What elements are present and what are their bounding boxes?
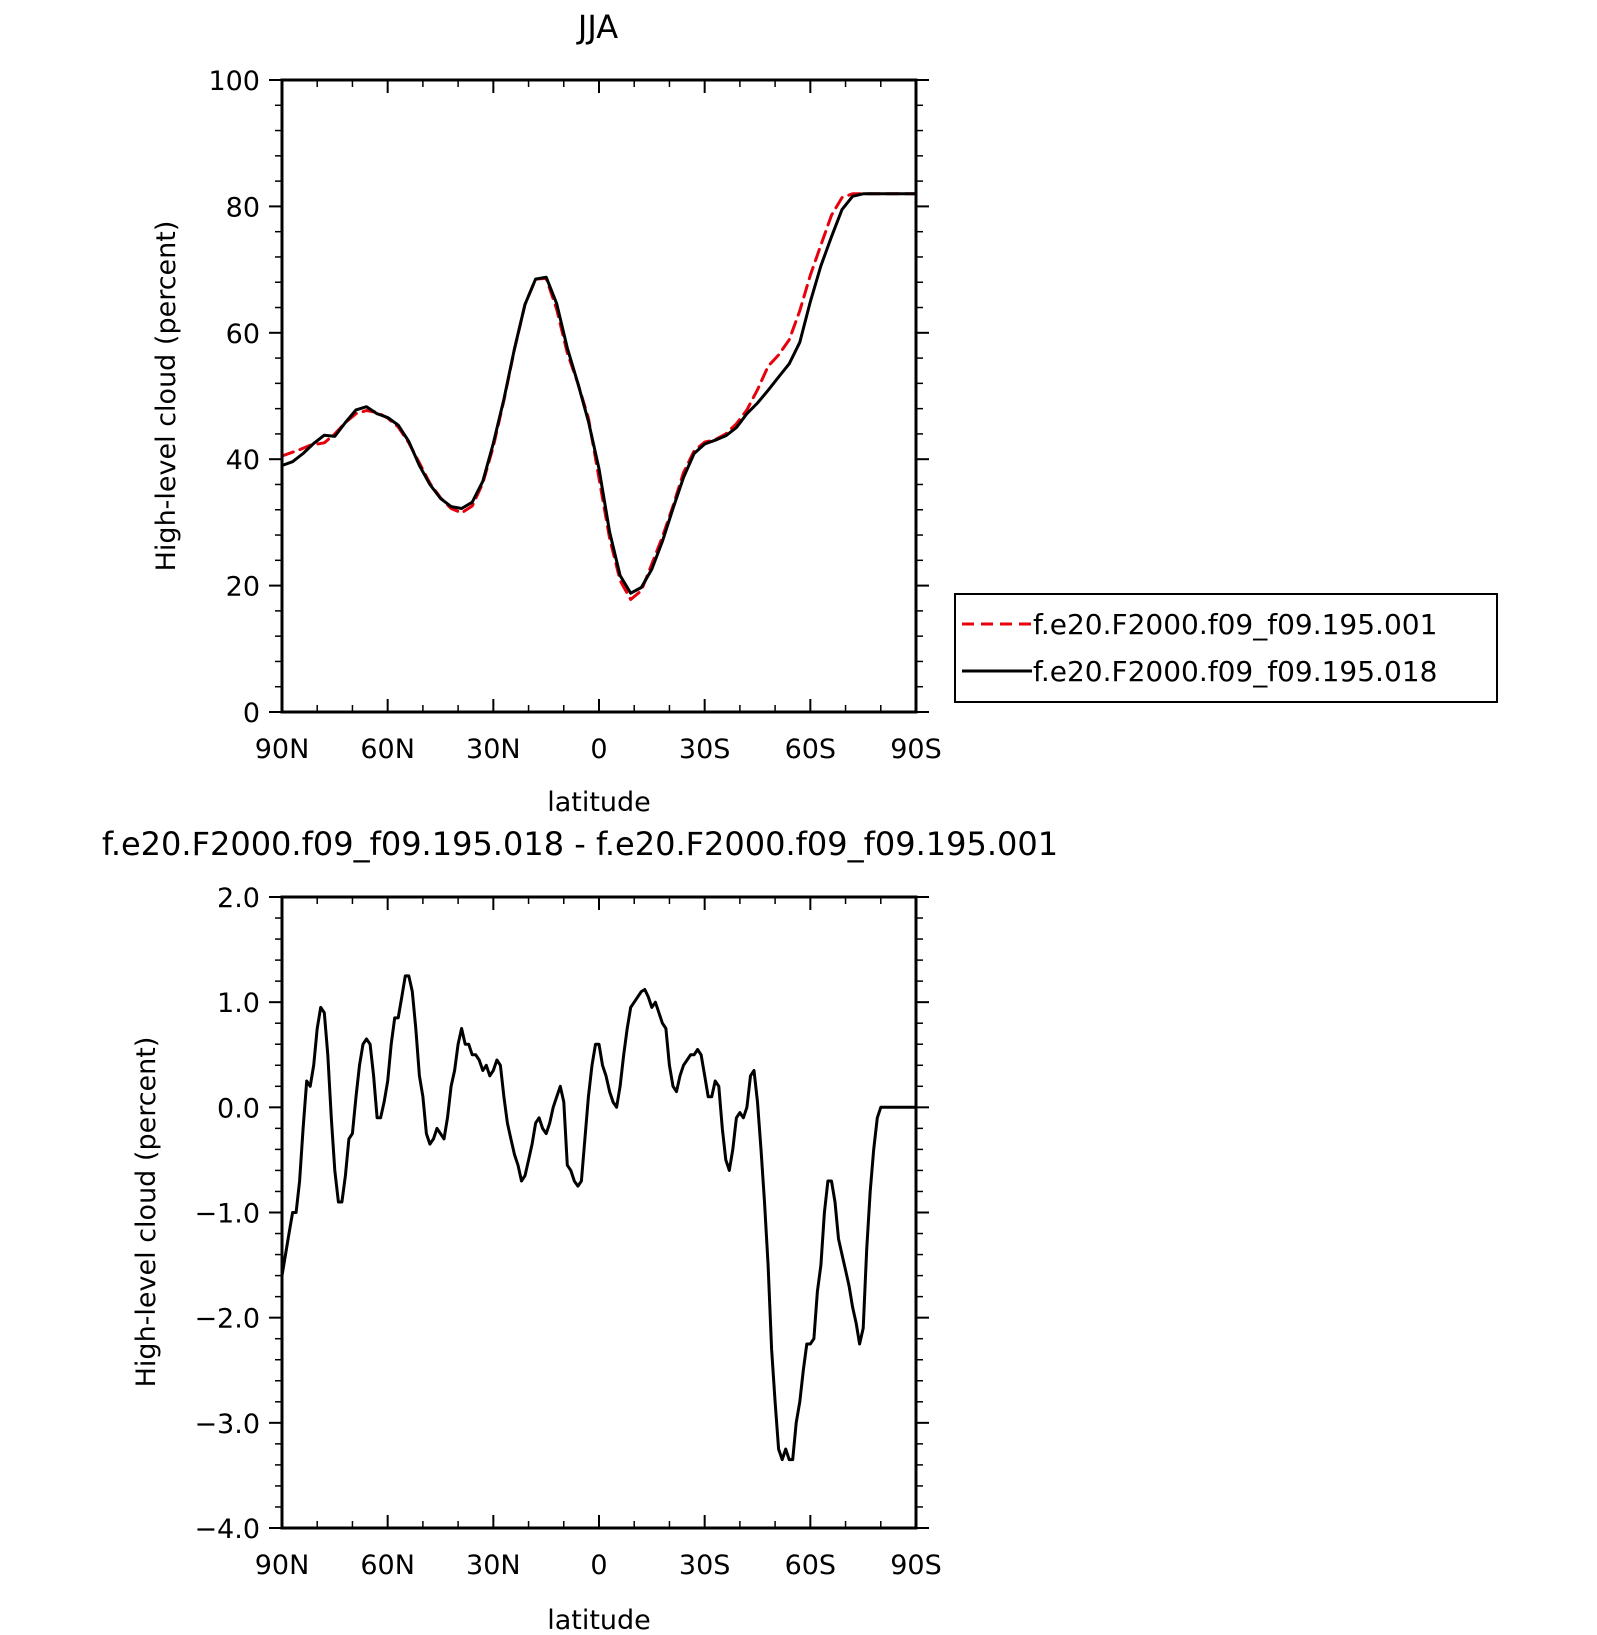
x-tick-label: 90N <box>255 1550 310 1581</box>
y-tick-label: 60 <box>226 319 260 350</box>
legend-label-series-1: f.e20.F2000.f09_f09.195.001 <box>1033 608 1437 641</box>
y-tick-label: 40 <box>226 445 260 476</box>
x-tick-label: 60N <box>360 734 415 765</box>
x-tick-label: 60S <box>785 1550 837 1581</box>
legend-box <box>954 593 1498 703</box>
legend-label-series-2: f.e20.F2000.f09_f09.195.018 <box>1033 655 1437 688</box>
top-chart-ticks <box>269 79 929 713</box>
x-tick-label: 90N <box>255 734 310 765</box>
top-chart-series <box>280 192 918 601</box>
bottom-chart-title: f.e20.F2000.f09_f09.195.018 - f.e20.F200… <box>102 825 1058 863</box>
y-tick-label: 1.0 <box>217 988 260 1019</box>
y-tick-label: −2.0 <box>194 1304 260 1335</box>
bottom-chart-ticks <box>269 896 929 1529</box>
bottom-chart-panel: f.e20.F2000.f09_f09.195.018 - f.e20.F200… <box>102 825 1058 1635</box>
series-line-1 <box>280 974 918 1462</box>
x-tick-label: 0 <box>590 734 607 765</box>
x-tick-label: 30N <box>466 734 521 765</box>
x-tick-label: 60S <box>785 734 837 765</box>
bottom-chart-ytick-labels: 2.0 1.0 0.0 −1.0 −2.0 −3.0 −4.0 <box>194 883 260 1545</box>
top-chart-xtick-labels: 90N 60N 30N 0 30S 60S 90S <box>255 734 942 765</box>
x-tick-label: 90S <box>890 734 942 765</box>
y-tick-label: 20 <box>226 572 260 603</box>
top-chart-title: JJA <box>576 8 618 46</box>
bottom-chart-ylabel: High-level cloud (percent) <box>131 1037 162 1388</box>
y-tick-label: −4.0 <box>194 1514 260 1545</box>
y-tick-label: 2.0 <box>217 883 260 914</box>
x-tick-label: 0 <box>590 1550 607 1581</box>
x-tick-label: 30S <box>679 734 731 765</box>
x-tick-label: 90S <box>890 1550 942 1581</box>
top-chart-frame <box>280 78 918 714</box>
top-chart-legend: f.e20.F2000.f09_f09.195.001 f.e20.F2000.… <box>954 593 1498 703</box>
y-tick-label: 0 <box>243 698 260 729</box>
bottom-chart-frame <box>280 895 918 1530</box>
top-chart-ytick-labels: 0 20 40 60 80 100 <box>208 66 260 729</box>
series-line-2 <box>280 192 918 595</box>
y-tick-label: −1.0 <box>194 1199 260 1230</box>
x-tick-label: 30S <box>679 1550 731 1581</box>
y-tick-label: −3.0 <box>194 1409 260 1440</box>
series-line-1 <box>280 192 918 601</box>
top-chart-ylabel: High-level cloud (percent) <box>151 221 182 572</box>
bottom-chart-xtick-labels: 90N 60N 30N 0 30S 60S 90S <box>255 1550 942 1581</box>
x-tick-label: 30N <box>466 1550 521 1581</box>
bottom-chart-series <box>280 974 918 1462</box>
y-tick-label: 80 <box>226 192 260 223</box>
y-tick-label: 0.0 <box>217 1093 260 1124</box>
top-chart-panel: JJA 0 20 40 60 80 100 90N 60N 30N 0 30S 60S 90S lat… <box>151 8 1498 818</box>
top-chart-xlabel: latitude <box>547 787 651 818</box>
y-tick-label: 100 <box>208 66 260 97</box>
x-tick-label: 60N <box>360 1550 415 1581</box>
bottom-chart-xlabel: latitude <box>547 1605 651 1635</box>
